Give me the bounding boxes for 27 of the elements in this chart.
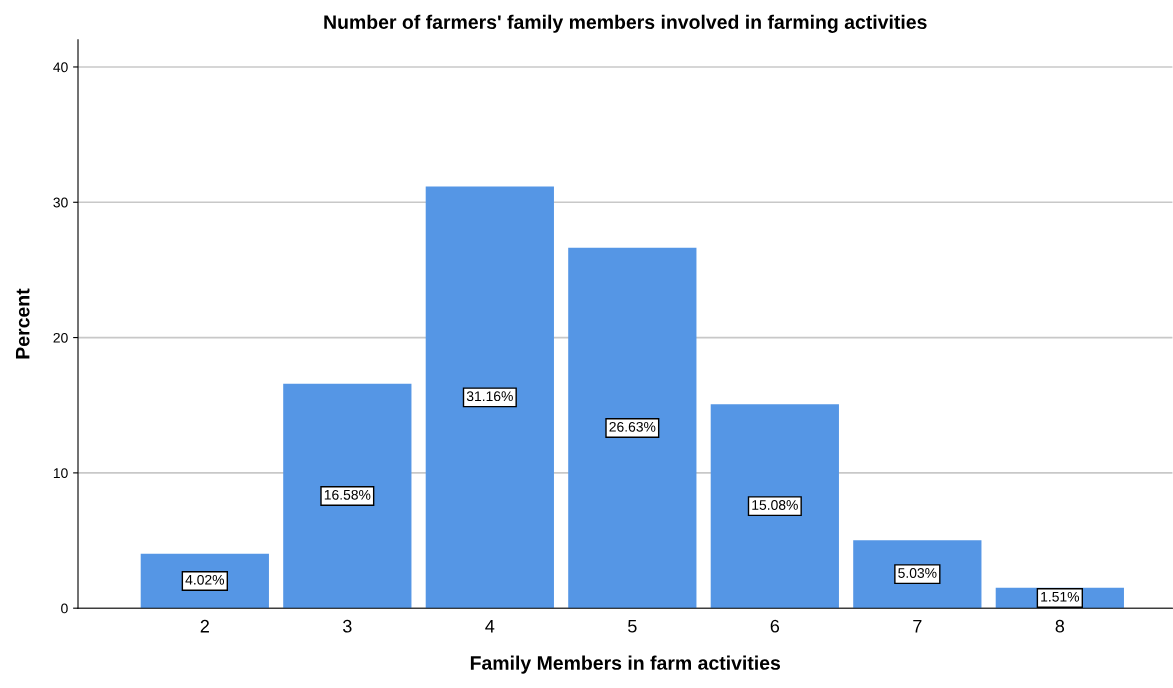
x-tick-label: 2	[200, 619, 209, 633]
y-tick-label: 10	[53, 468, 68, 479]
data-label: 4.02%	[185, 574, 225, 585]
bar	[710, 404, 839, 609]
data-label: 15.08%	[752, 500, 798, 510]
x-tick-label: 5	[628, 619, 637, 633]
bar	[425, 186, 554, 609]
y-axis-title: Percent	[15, 288, 30, 359]
data-label: 5.03%	[898, 568, 937, 578]
bar	[568, 247, 697, 609]
data-label: 16.58%	[324, 489, 371, 500]
data-label: 31.16%	[466, 391, 513, 402]
y-tick-label: 40	[53, 62, 68, 73]
y-tick-label: 30	[53, 197, 68, 208]
x-tick-label: 3	[343, 619, 352, 633]
bar	[283, 383, 412, 609]
x-tick-label: 6	[770, 619, 780, 633]
x-tick-label: 8	[1055, 619, 1065, 633]
data-label: 26.63%	[609, 421, 656, 432]
x-tick-label: 7	[913, 619, 922, 633]
bar	[853, 540, 982, 609]
x-tick-label: 4	[485, 619, 495, 633]
chart-title: Number of farmers' family members involved in farming activities	[324, 14, 927, 33]
data-label: 1.51%	[1041, 591, 1080, 602]
y-tick-label: 0	[61, 603, 68, 614]
x-axis-title: Family Members in farm activities	[470, 655, 781, 674]
y-tick-label: 20	[53, 332, 68, 343]
